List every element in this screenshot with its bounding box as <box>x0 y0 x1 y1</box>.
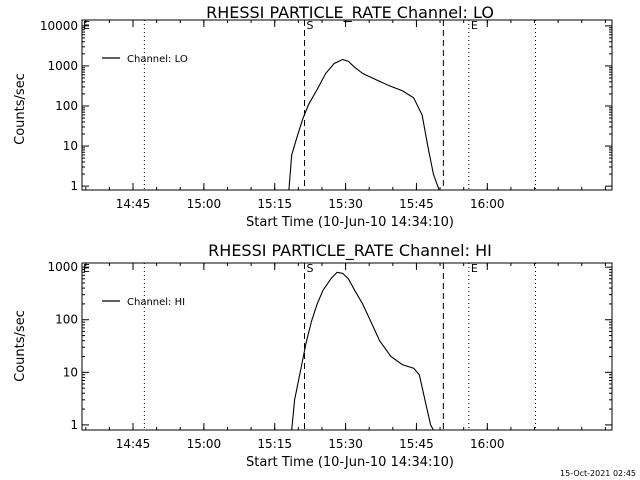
hi-x-tick-label: 15:45 <box>399 437 434 451</box>
lo-plot-frame <box>81 19 613 191</box>
hi-x-tick-label: 16:00 <box>470 437 505 451</box>
lo-series-line <box>288 58 440 191</box>
hi-x-tick-label: 15:30 <box>328 437 363 451</box>
hi-y-tick-label: 10 <box>63 365 78 379</box>
lo-y-tick-label: 1 <box>70 179 78 193</box>
hi-x-tick-label: 15:15 <box>257 437 292 451</box>
hi-marker-label-left: E <box>83 262 90 275</box>
lo-x-tick-label: 15:00 <box>187 197 222 211</box>
hi-y-axis-label: Counts/sec <box>13 310 28 382</box>
hi-x-tick-label: 14:45 <box>116 437 151 451</box>
hi-plot-area: 14:45 15:00 15:15 15:30 15:45 16:00 1 10 100 1000… <box>47 260 613 451</box>
lo-marker-label-left: E <box>83 19 90 32</box>
hi-chart-title: RHESSI PARTICLE_RATE Channel: HI <box>208 241 492 261</box>
hi-marker-label-e: E <box>471 262 478 275</box>
lo-x-tick-label: 15:30 <box>328 197 363 211</box>
lo-y-tick-label: 100 <box>55 99 78 113</box>
generation-timestamp: 15-Oct-2021 02:45 <box>560 469 636 478</box>
hi-plot-frame <box>81 262 613 431</box>
lo-x-tick-label: 14:45 <box>116 197 151 211</box>
lo-x-tick-label: 16:00 <box>470 197 505 211</box>
lo-x-tick-label: 15:15 <box>257 197 292 211</box>
lo-legend-label: Channel: LO <box>127 54 188 65</box>
lo-y-tick-label: 10000 <box>40 19 78 33</box>
hi-marker-label-s: S <box>306 262 313 275</box>
lo-chart-title: RHESSI PARTICLE_RATE Channel: LO <box>206 3 494 23</box>
lo-marker-label-e: E <box>471 19 478 32</box>
hi-series-line <box>291 271 434 431</box>
hi-y-tick-label: 1000 <box>47 260 78 274</box>
hi-y-tick-label: 1 <box>70 418 78 432</box>
hi-x-axis-label: Start Time (10-Jun-10 14:34:10) <box>246 455 454 470</box>
hi-channel-panel: RHESSI PARTICLE_RATE Channel: HI Start T… <box>13 241 613 470</box>
lo-y-axis-label: Counts/sec <box>13 73 28 145</box>
hi-y-tick-label: 100 <box>55 313 78 327</box>
lo-x-tick-label: 15:45 <box>399 197 434 211</box>
lo-marker-label-s: S <box>306 19 313 32</box>
lo-channel-panel: RHESSI PARTICLE_RATE Channel: LO Start T… <box>13 3 613 230</box>
lo-y-tick-label: 1000 <box>47 59 78 73</box>
lo-x-axis-label: Start Time (10-Jun-10 14:34:10) <box>246 215 454 230</box>
lo-y-tick-label: 10 <box>63 139 78 153</box>
lo-plot-area: 14:45 15:00 15:15 15:30 15:45 16:00 1 10 100 1000… <box>40 19 613 211</box>
hi-x-tick-label: 15:00 <box>187 437 222 451</box>
hi-legend-label: Channel: HI <box>127 297 185 308</box>
